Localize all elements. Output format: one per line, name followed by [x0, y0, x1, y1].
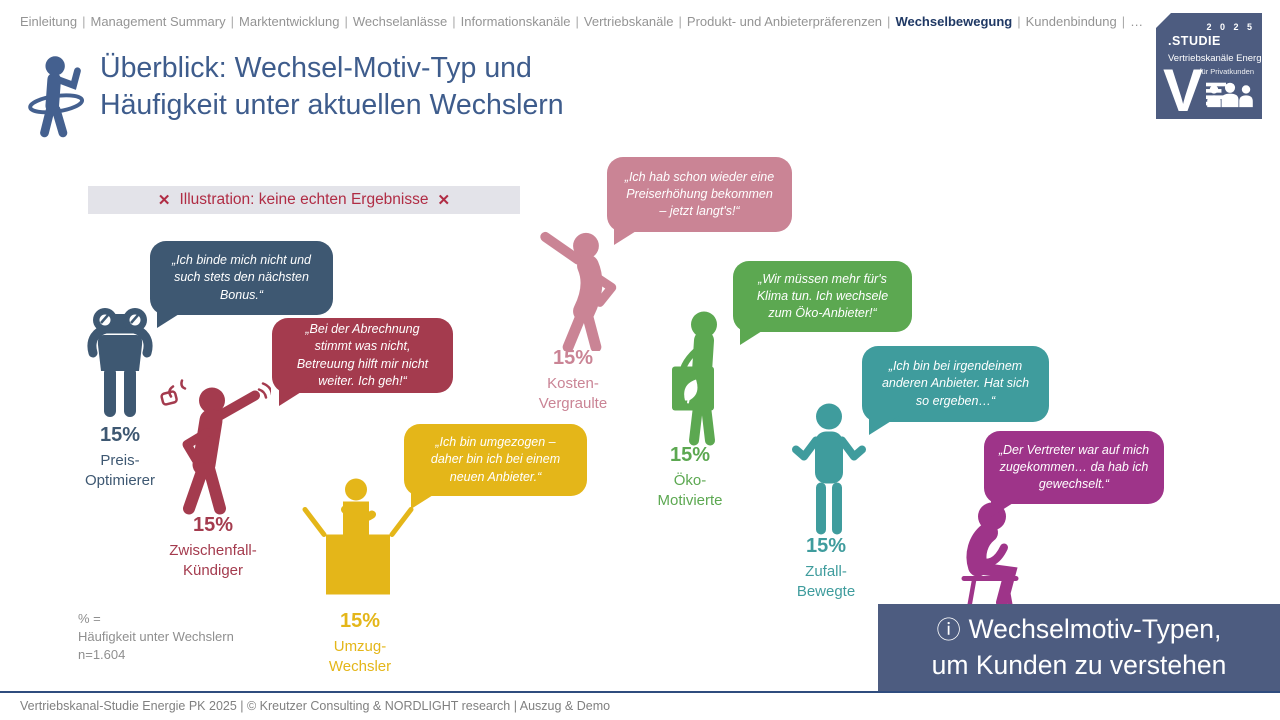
speech-bubble: „Ich hab schon wieder eine Preiserhöhung…: [607, 157, 792, 245]
logo-title: .STUDIE: [1168, 34, 1221, 48]
top-nav: Einleitung | Management Summary | Marktentwi…: [20, 14, 1145, 29]
persona-percent: 15%: [805, 535, 847, 557]
hula-hoop-person-icon: [28, 56, 85, 138]
speech-bubble: „Der Vertreter war auf mich zugekommen… …: [984, 431, 1164, 517]
persona-quote: „Ich bin bei irgendeinem anderen Anbiete…: [881, 359, 1030, 408]
disclaimer-text: Illustration: keine echten Ergebnisse: [179, 191, 429, 208]
footnote-line3: n=1.604: [78, 647, 126, 662]
persona-quote: „Ich hab schon wieder eine Preiserhöhung…: [624, 169, 775, 219]
persona-label: Kosten- Vergraulte: [538, 375, 608, 412]
speech-bubble: „Ich binde mich nicht und such stets den…: [150, 241, 333, 328]
persona-quote: „Der Vertreter war auf mich zugekommen… …: [998, 442, 1150, 492]
info-icon: ⓘ: [936, 617, 961, 644]
persona-percent: 15%: [552, 347, 594, 369]
persona-quote: „Wir müssen mehr für's Klima tun. Ich we…: [756, 271, 889, 321]
persona-percent: 15%: [339, 610, 381, 632]
logo-v-letter: V: [1163, 57, 1204, 124]
footer-text: Vertriebskanal-Studie Energie PK 2025 | …: [20, 699, 611, 713]
logo-year: 2 0 2 5: [1206, 22, 1255, 32]
page-title: Überblick: Wechsel-Motiv-Typ und Häufigk…: [100, 50, 564, 124]
speech-bubble: „Ich bin umgezogen – daher bin ich bei e…: [404, 424, 587, 509]
persona-percent: 15%: [99, 424, 141, 446]
upset-pointing-person-icon: [540, 231, 617, 351]
nav-separator: |: [82, 14, 86, 29]
takeaway-callout: ⓘ Wechselmotiv-Typen, um Kunden zu verste…: [878, 604, 1280, 691]
nav-separator: |: [1121, 14, 1126, 29]
logo-subtitle2: für Privatkunden: [1199, 67, 1254, 76]
logo-subtitle: Vertriebskanäle Energie: [1168, 53, 1269, 64]
persona-label: Zufall- Bewegte: [796, 563, 856, 600]
nav-separator: |: [230, 14, 235, 29]
speech-bubble: „Bei der Abrechnung stimmt was nicht, Be…: [272, 318, 453, 406]
nav-item-more[interactable]: …: [1130, 14, 1144, 29]
person-with-eco-bag-icon: [672, 311, 717, 446]
nav-item-management-summary[interactable]: Management Summary: [90, 14, 226, 29]
study-logo-badge: 2 0 2 5 .STUDIE Vertriebskanäle Energie …: [1156, 13, 1269, 124]
person-in-moving-box-icon: [302, 478, 414, 595]
nav-separator: |: [1017, 14, 1021, 29]
disclaimer-banner: ✕ Illustration: keine echten Ergebnisse …: [88, 186, 520, 214]
persona-quote: „Ich bin umgezogen – daher bin ich bei e…: [430, 435, 561, 484]
nav-separator: |: [452, 14, 456, 29]
nav-item-vertriebskanaele[interactable]: Vertriebskanäle: [583, 14, 674, 29]
footnote-line2: Häufigkeit unter Wechslern: [78, 629, 234, 644]
takeaway-line2: um Kunden zu verstehen: [931, 650, 1227, 680]
persona-quote: „Bei der Abrechnung stimmt was nicht, Be…: [296, 322, 429, 388]
page-title-line2: Häufigkeit unter aktuellen Wechslern: [100, 89, 564, 121]
nav-separator: |: [575, 14, 579, 29]
footnote: % = Häufigkeit unter Wechslern n=1.604: [78, 610, 234, 664]
speech-bubble: „Ich bin bei irgendeinem anderen Anbiete…: [862, 346, 1049, 435]
persona-quote: „Ich binde mich nicht und such stets den…: [172, 253, 311, 302]
persona-label: Öko- Motivierte: [657, 472, 723, 509]
persona-percent: 15%: [669, 444, 711, 466]
takeaway-line1: ⓘ Wechselmotiv-Typen,: [936, 614, 1222, 644]
page-title-line1: Überblick: Wechsel-Motiv-Typ und: [100, 52, 532, 84]
nav-item-produkt-anbieterpraeferenzen[interactable]: Produkt- und Anbieterpräferenzen: [686, 14, 883, 29]
persona-label: Umzug- Wechsler: [328, 638, 392, 675]
footnote-line1: % =: [78, 611, 101, 626]
nav-item-einleitung[interactable]: Einleitung: [20, 14, 78, 29]
persona-label: Zwischenfall- Kündiger: [169, 542, 257, 579]
speech-bubble: „Wir müssen mehr für's Klima tun. Ich we…: [733, 261, 912, 345]
binoculars-person-icon: [87, 308, 153, 417]
nav-item-informationskanaele[interactable]: Informationskanäle: [460, 14, 571, 29]
nav-separator: |: [678, 14, 682, 29]
people-group-icon: [1207, 82, 1253, 108]
nav-separator: |: [344, 14, 348, 29]
nav-separator: |: [887, 14, 891, 29]
angry-pointing-person-icon: [160, 379, 271, 515]
persona-percent: 15%: [192, 514, 234, 536]
persona-label: Preis- Optimierer: [84, 452, 155, 489]
nav-item-wechselbewegung-active[interactable]: Wechselbewegung: [895, 14, 1013, 29]
nav-item-kundenbindung[interactable]: Kundenbindung: [1025, 14, 1117, 29]
nav-item-wechselanlaesse[interactable]: Wechselanlässe: [352, 14, 448, 29]
x-icon: ✕: [437, 192, 451, 209]
shrugging-person-icon: [792, 403, 866, 535]
footer-divider: [0, 691, 1280, 693]
nav-item-marktentwicklung[interactable]: Marktentwicklung: [239, 14, 340, 29]
x-icon: ✕: [157, 192, 171, 209]
